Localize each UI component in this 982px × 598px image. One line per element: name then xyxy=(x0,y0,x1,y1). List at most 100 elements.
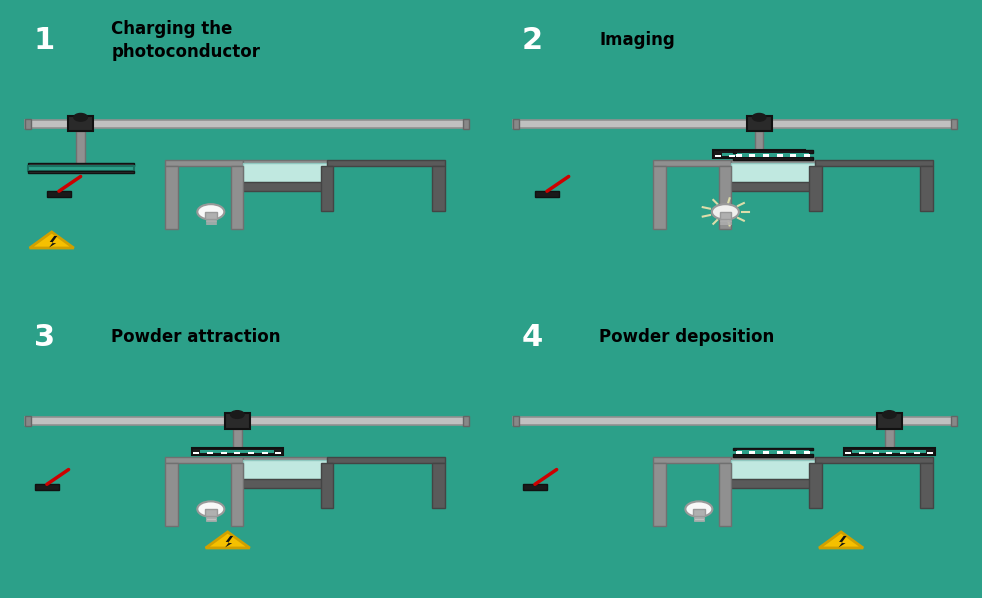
Bar xyxy=(327,457,445,463)
Bar xyxy=(47,191,71,197)
Bar xyxy=(859,452,865,454)
Bar xyxy=(720,221,731,222)
Bar xyxy=(244,479,327,488)
Bar xyxy=(165,457,244,463)
Bar xyxy=(693,509,705,516)
Circle shape xyxy=(197,501,224,517)
Bar xyxy=(777,451,783,454)
Bar xyxy=(205,223,216,224)
Bar xyxy=(920,166,933,211)
Bar xyxy=(732,182,815,191)
Circle shape xyxy=(712,204,738,219)
Bar xyxy=(927,452,933,454)
Polygon shape xyxy=(819,532,863,548)
Bar xyxy=(205,517,216,518)
Bar xyxy=(920,463,933,508)
Bar xyxy=(737,153,809,157)
Bar xyxy=(26,118,31,129)
Bar xyxy=(713,151,805,158)
Bar xyxy=(763,451,769,454)
Bar xyxy=(463,416,468,426)
Bar xyxy=(732,479,815,488)
Bar xyxy=(321,463,334,508)
Text: 1: 1 xyxy=(33,26,55,55)
Bar xyxy=(877,413,901,429)
Text: Powder attraction: Powder attraction xyxy=(111,328,281,346)
Bar xyxy=(68,116,93,132)
Text: Powder deposition: Powder deposition xyxy=(599,328,775,346)
Bar xyxy=(873,452,879,454)
Bar xyxy=(463,118,468,129)
Bar xyxy=(722,152,796,156)
Circle shape xyxy=(685,501,712,517)
Bar xyxy=(244,457,327,460)
Bar xyxy=(535,191,559,197)
Bar xyxy=(846,452,851,454)
Bar xyxy=(231,166,244,229)
Bar xyxy=(653,166,666,229)
Bar xyxy=(244,182,327,191)
Bar xyxy=(732,163,815,182)
Bar xyxy=(205,520,216,521)
Polygon shape xyxy=(49,236,57,248)
Bar xyxy=(791,451,796,454)
Circle shape xyxy=(74,114,87,121)
Bar xyxy=(653,463,666,526)
Bar xyxy=(693,517,704,518)
Bar xyxy=(191,448,283,455)
Bar xyxy=(205,509,217,516)
Bar xyxy=(26,416,31,426)
Polygon shape xyxy=(29,232,74,248)
Bar xyxy=(900,452,905,454)
Bar xyxy=(809,463,822,508)
Text: 4: 4 xyxy=(521,323,543,352)
Bar xyxy=(732,457,815,460)
Bar xyxy=(321,166,334,211)
Bar xyxy=(205,221,216,222)
Bar xyxy=(165,463,178,526)
Bar xyxy=(784,155,790,157)
Bar xyxy=(885,429,894,448)
Circle shape xyxy=(197,204,224,219)
Bar xyxy=(763,154,769,157)
Bar xyxy=(26,417,468,425)
Bar xyxy=(27,163,134,166)
Bar xyxy=(777,154,783,157)
Bar xyxy=(746,116,772,132)
Bar xyxy=(804,451,810,454)
Bar xyxy=(200,450,274,453)
Bar xyxy=(693,520,704,521)
Bar xyxy=(742,155,748,157)
Bar xyxy=(797,155,803,157)
Bar xyxy=(809,166,822,211)
Bar xyxy=(951,416,956,426)
Bar xyxy=(244,460,327,479)
Bar xyxy=(732,460,815,479)
Bar xyxy=(165,160,244,166)
Bar xyxy=(653,160,732,166)
Bar xyxy=(734,448,813,450)
Bar xyxy=(770,155,776,157)
Bar xyxy=(514,118,519,129)
Polygon shape xyxy=(205,532,249,548)
Bar xyxy=(749,154,755,157)
Bar xyxy=(791,154,796,157)
Bar xyxy=(732,160,815,163)
Bar xyxy=(804,154,810,157)
Bar xyxy=(27,166,134,170)
Text: 3: 3 xyxy=(34,323,55,352)
Bar xyxy=(815,160,933,166)
Bar xyxy=(749,451,755,454)
Bar xyxy=(720,223,731,224)
Bar xyxy=(729,155,735,157)
Bar xyxy=(852,450,926,453)
Bar xyxy=(27,170,134,173)
Bar xyxy=(720,212,732,219)
Bar xyxy=(432,463,445,508)
Bar xyxy=(275,452,281,454)
Bar xyxy=(514,417,956,425)
Text: 2: 2 xyxy=(522,26,543,55)
Bar xyxy=(225,413,249,429)
Bar xyxy=(244,163,327,182)
Bar xyxy=(514,416,519,426)
